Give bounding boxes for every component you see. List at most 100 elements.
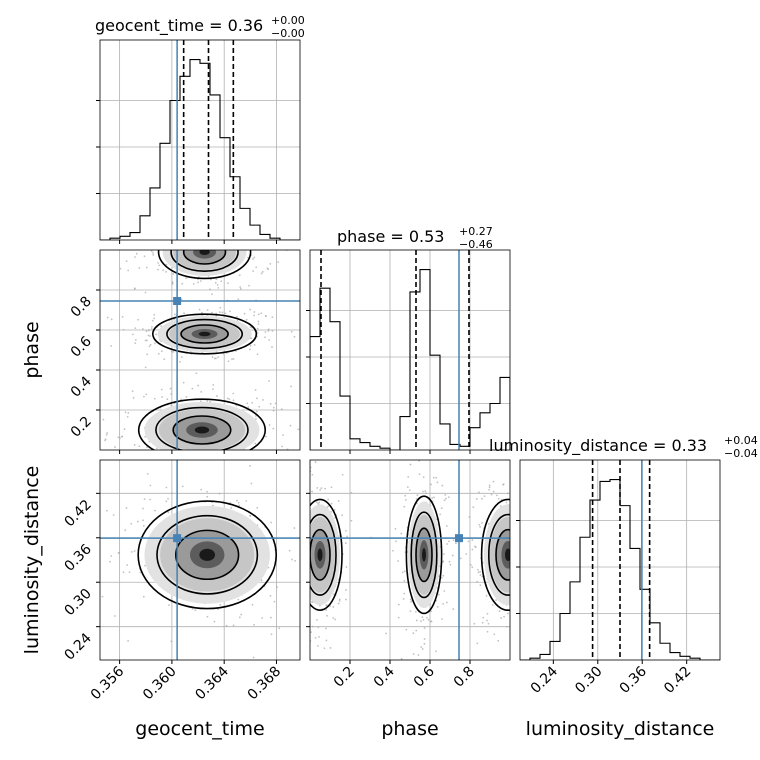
scatter-point — [283, 551, 285, 553]
scatter-point — [249, 308, 252, 311]
scatter-point — [307, 597, 309, 599]
contour-line-0 — [405, 495, 443, 615]
scatter-point — [406, 486, 409, 489]
scatter-point — [165, 230, 167, 232]
scatter-point — [505, 501, 508, 504]
scatter-point — [506, 492, 509, 495]
density-content — [100, 221, 300, 463]
scatter-point — [537, 530, 539, 532]
scatter-point — [245, 500, 248, 502]
scatter-point — [511, 539, 513, 541]
scatter-point — [452, 539, 455, 541]
scatter-point — [255, 418, 257, 420]
scatter-point — [449, 563, 452, 566]
scatter-point — [515, 526, 517, 528]
scatter-point — [272, 221, 274, 223]
ytick-label-luminosity_distance-1: 0.30 — [61, 586, 94, 619]
scatter-point — [165, 270, 167, 273]
scatter-point — [397, 560, 400, 562]
contour-line-2 — [172, 415, 232, 445]
scatter-point — [200, 400, 202, 403]
scatter-point — [221, 311, 224, 314]
scatter-point — [485, 661, 487, 663]
scatter-point — [122, 328, 125, 331]
scatter-point — [467, 540, 470, 543]
scatter-point — [155, 447, 158, 450]
title-luminosity-distance-sub: −0.04 — [724, 447, 758, 460]
scatter-point — [239, 287, 242, 290]
scatter-point — [304, 608, 306, 610]
scatter-point — [296, 526, 298, 528]
scatter-point — [149, 498, 152, 501]
xtick-label-geocent_time-3: 0.368 — [245, 664, 285, 704]
scatter-point — [306, 634, 308, 636]
scatter-point — [281, 445, 284, 448]
scatter-point — [214, 224, 216, 226]
scatter-point — [542, 603, 544, 605]
scatter-point — [261, 617, 264, 619]
scatter-point — [212, 383, 215, 386]
scatter-point — [213, 226, 215, 228]
scatter-point — [539, 557, 541, 559]
scatter-point — [435, 476, 438, 479]
scatter-point — [232, 399, 235, 402]
contour-line-2 — [180, 324, 229, 344]
scatter-point — [231, 358, 233, 361]
scatter-point — [212, 244, 214, 246]
scatter-point — [303, 544, 305, 546]
scatter-point — [123, 229, 125, 231]
scatter-point — [142, 519, 144, 522]
scatter-point — [227, 282, 229, 284]
scatter-point — [131, 333, 134, 336]
scatter-point — [240, 461, 242, 463]
scatter-point — [148, 329, 151, 332]
scatter-point — [137, 318, 139, 321]
scatter-point — [425, 455, 427, 457]
scatter-point — [148, 345, 151, 348]
scatter-point — [157, 245, 159, 247]
scatter-point — [317, 502, 320, 505]
scatter-point — [407, 476, 410, 478]
scatter-point — [140, 248, 142, 250]
scatter-point — [272, 409, 275, 412]
scatter-point — [441, 484, 444, 487]
title-geocent-time-sub: −0.00 — [271, 27, 305, 40]
scatter-point — [306, 607, 308, 609]
scatter-point — [113, 615, 116, 617]
scatter-point — [274, 241, 276, 243]
scatter-point — [161, 396, 164, 398]
scatter-point — [465, 553, 468, 555]
scatter-point — [232, 624, 235, 627]
density-frame — [99, 459, 301, 661]
scatter-point — [512, 590, 514, 592]
scatter-point — [252, 270, 254, 272]
scatter-point — [427, 618, 430, 621]
scatter-point — [238, 616, 241, 619]
scatter-point — [199, 237, 201, 239]
scatter-point — [219, 603, 222, 606]
scatter-point — [251, 247, 253, 249]
scatter-point — [455, 542, 457, 545]
scatter-point — [127, 269, 130, 272]
scatter-point — [144, 291, 147, 294]
scatter-point — [290, 385, 292, 388]
xlabel-luminosity-distance: luminosity_distance — [526, 718, 715, 740]
ylabel-phase: phase — [21, 321, 43, 378]
scatter-point — [477, 568, 479, 571]
scatter-point — [143, 395, 145, 398]
scatter-point — [290, 503, 292, 505]
scatter-point — [302, 582, 304, 584]
ytick-label-phase-0: 0.2 — [68, 414, 95, 441]
scatter-point — [472, 506, 475, 508]
scatter-point — [423, 642, 426, 645]
scatter-point — [443, 590, 446, 592]
scatter-point — [305, 579, 307, 581]
scatter-point — [403, 579, 406, 582]
scatter-point — [506, 612, 509, 615]
scatter-point — [109, 560, 111, 563]
scatter-point — [125, 507, 128, 509]
scatter-point — [488, 484, 491, 487]
scatter-point — [341, 514, 344, 517]
scatter-point — [422, 618, 425, 621]
scatter-point — [492, 480, 495, 483]
